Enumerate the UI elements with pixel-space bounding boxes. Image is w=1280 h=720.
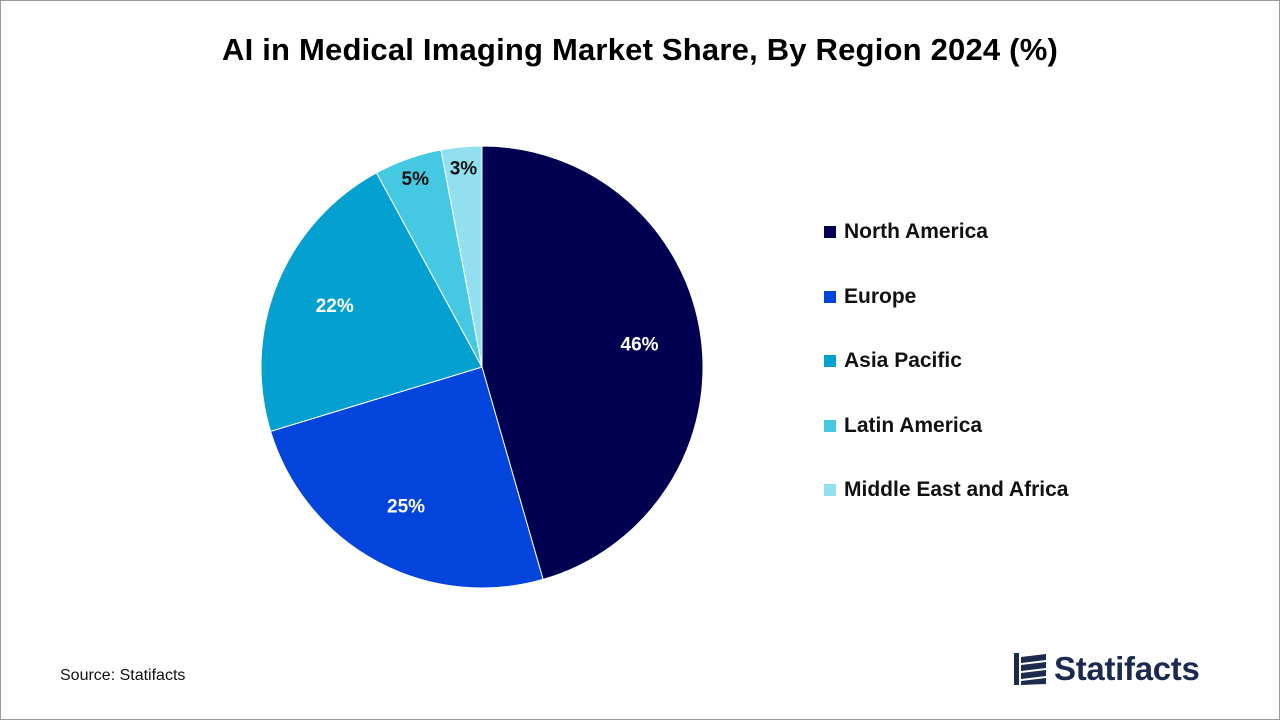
legend-swatch (824, 419, 836, 432)
pie-slice-middle-east-and-africa (440, 145, 483, 368)
legend-swatch (824, 226, 836, 238)
legend-item-latin-america: Latin America (824, 414, 982, 438)
slice-label-asia-pacific: 22% (316, 296, 354, 317)
slice-label-north-america: 46% (621, 334, 659, 355)
legend-swatch (824, 484, 836, 496)
pie-slice-labels: 46% 25% 22% 5% 3% (316, 158, 659, 517)
legend-swatch (824, 290, 836, 303)
slice-label-middle-east-and-africa: 3% (450, 158, 478, 179)
brand-logo: Statifacts (1012, 650, 1200, 688)
pie-slice-europe (269, 366, 544, 589)
legend-label: Europe (844, 284, 917, 308)
legend-item-europe: Europe (824, 285, 916, 309)
legend-label: North America (844, 220, 988, 243)
brand-name: Statifacts (1054, 650, 1200, 687)
legend-label: Latin America (844, 413, 983, 437)
slice-label-latin-america: 5% (402, 169, 430, 190)
legend-item-north-america: North America (824, 220, 988, 244)
slice-label-europe: 25% (387, 496, 425, 517)
legend-swatch (824, 355, 836, 367)
pie-slice-asia-pacific (260, 172, 483, 432)
chart-title: AI in Medical Imaging Market Share, By R… (222, 32, 1058, 67)
legend-item-asia-pacific: Asia Pacific (824, 349, 962, 373)
source-note: Source: Statifacts (60, 667, 186, 684)
legend-label: Asia Pacific (844, 349, 962, 372)
pie-slices (260, 145, 704, 589)
pie-slice-north-america (481, 145, 704, 581)
legend-item-middle-east-and-africa: Middle East and Africa (824, 478, 1068, 502)
statifacts-logo-icon (1014, 653, 1046, 685)
legend-label: Middle East and Africa (844, 478, 1069, 501)
